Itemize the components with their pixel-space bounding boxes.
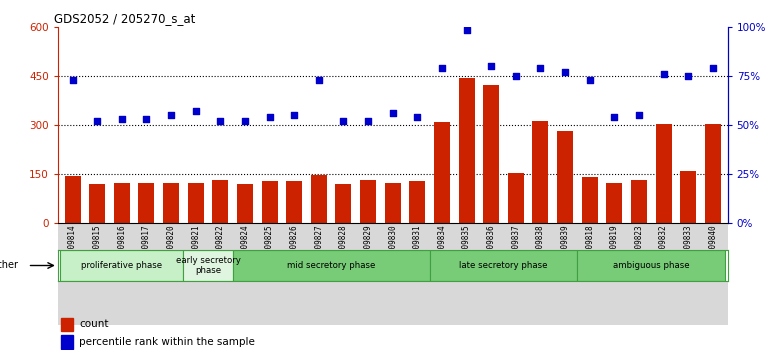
Text: other: other <box>0 261 19 270</box>
Bar <box>410 181 425 223</box>
Point <box>633 112 645 118</box>
Bar <box>430 250 578 281</box>
Point <box>559 69 571 75</box>
Bar <box>631 181 647 223</box>
Bar <box>262 181 277 223</box>
Bar <box>680 171 696 223</box>
Point <box>66 77 79 82</box>
Text: GDS2052 / 205270_s_at: GDS2052 / 205270_s_at <box>55 12 196 25</box>
Bar <box>114 183 130 223</box>
Bar <box>385 183 400 223</box>
Bar <box>139 183 155 223</box>
Point <box>91 118 103 124</box>
Point <box>189 108 202 114</box>
Bar <box>336 184 351 223</box>
Text: percentile rank within the sample: percentile rank within the sample <box>79 337 255 347</box>
Text: ambiguous phase: ambiguous phase <box>613 261 690 270</box>
Text: count: count <box>79 319 109 329</box>
Point <box>411 114 424 120</box>
Point <box>510 73 522 79</box>
Bar <box>578 250 725 281</box>
Bar <box>557 131 573 223</box>
Point <box>436 65 448 71</box>
Bar <box>606 183 622 223</box>
Bar <box>484 85 499 223</box>
Bar <box>286 181 302 223</box>
Text: mid secretory phase: mid secretory phase <box>287 261 375 270</box>
Text: early secretory
phase: early secretory phase <box>176 256 240 275</box>
Bar <box>213 181 228 223</box>
Point <box>263 114 276 120</box>
Point <box>485 63 497 69</box>
Point <box>337 118 350 124</box>
Point <box>584 77 596 82</box>
Bar <box>233 250 430 281</box>
Point <box>165 112 177 118</box>
Bar <box>61 335 73 349</box>
Bar <box>237 184 253 223</box>
Bar <box>60 250 183 281</box>
Point <box>313 77 325 82</box>
Point <box>387 110 399 116</box>
Bar <box>533 121 548 223</box>
Point <box>707 65 719 71</box>
Bar <box>183 250 233 281</box>
Bar <box>705 124 721 223</box>
Bar <box>508 173 524 223</box>
Point <box>608 114 621 120</box>
Point <box>116 116 128 122</box>
Bar <box>360 181 376 223</box>
Bar <box>58 223 728 325</box>
Bar <box>89 184 105 223</box>
Bar <box>434 122 450 223</box>
Bar <box>459 78 474 223</box>
Bar <box>188 183 204 223</box>
Point <box>288 112 300 118</box>
Bar <box>163 183 179 223</box>
Point <box>534 65 547 71</box>
Point <box>239 118 251 124</box>
Point <box>460 28 473 33</box>
Bar <box>581 177 598 223</box>
Point <box>140 116 152 122</box>
Point <box>362 118 374 124</box>
Bar <box>65 176 81 223</box>
Bar <box>655 124 671 223</box>
Text: proliferative phase: proliferative phase <box>81 261 162 270</box>
Point <box>682 73 695 79</box>
Bar <box>61 318 73 331</box>
Point <box>214 118 226 124</box>
Text: late secretory phase: late secretory phase <box>459 261 547 270</box>
Bar <box>311 175 326 223</box>
Point <box>658 71 670 76</box>
